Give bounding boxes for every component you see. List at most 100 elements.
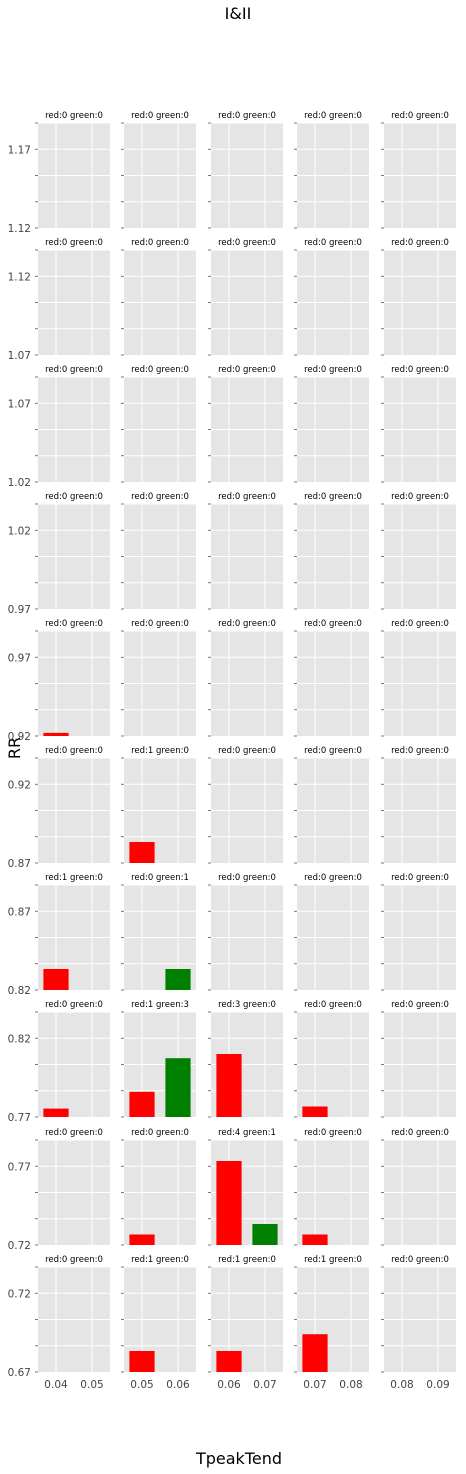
panel-r7-c1: red:1 green:3 [121,1000,196,1118]
panel-title: red:0 green:0 [45,746,103,756]
panel-title: red:0 green:0 [218,365,276,375]
panel-title: red:0 green:0 [304,238,362,248]
x-tick-label: 0.09 [426,1379,449,1391]
panel-title: red:0 green:1 [131,873,189,883]
y-tick-label: 1.12 [8,223,31,235]
x-tick-label: 0.05 [80,1379,103,1391]
panel-r6-c0: red:1 green:0 0.87 0.82 [8,873,110,997]
x-tick-label: 0.08 [339,1379,362,1391]
panel-r1-c4: red:0 green:0 [381,238,456,356]
bar-green [165,969,191,990]
panel-r9-c1: red:1 green:0 0.05 0.06 [121,1255,196,1391]
panel-title: red:1 green:0 [304,1255,362,1265]
panel-r2-c0: red:0 green:0 1.07 1.02 [8,365,110,489]
panel-r5-c3: red:0 green:0 [294,746,369,864]
panel-title: red:4 green:1 [218,1128,276,1138]
panel-r8-c2: red:4 green:1 [208,1128,283,1246]
x-tick-label: 0.04 [44,1379,68,1391]
panel-title: red:1 green:0 [131,746,189,756]
panel-r2-c1: red:0 green:0 [121,365,196,483]
panel-title: red:0 green:0 [304,1000,362,1010]
panel-r3-c2: red:0 green:0 [208,492,283,610]
panel-title: red:0 green:0 [218,746,276,756]
bar-red [43,732,69,736]
x-tick-label: 0.07 [303,1379,326,1391]
bar-red [129,1091,155,1117]
panel-title: red:0 green:0 [391,873,449,883]
bar-red [129,1234,155,1245]
x-axis-label: TpeakTend [195,1449,282,1468]
bar-red [43,969,69,990]
bar-red [216,1351,242,1372]
panel-title: red:0 green:0 [45,619,103,629]
panel-title: red:0 green:0 [304,619,362,629]
panel-r1-c2: red:0 green:0 [208,238,283,356]
panel-r5-c4: red:0 green:0 [381,746,456,864]
panel-r8-c1: red:0 green:0 [121,1128,196,1246]
panel-r6-c3: red:0 green:0 [294,873,369,991]
y-axis-label: RR [5,737,24,759]
y-tick-label: 0.72 [8,1288,31,1300]
panel-title: red:0 green:0 [45,111,103,121]
y-tick-label: 0.77 [8,1161,31,1173]
panel-r7-c0: red:0 green:0 0.82 0.77 [8,1000,110,1124]
panel-r3-c1: red:0 green:0 [121,492,196,610]
panel-r5-c2: red:0 green:0 [208,746,283,864]
panel-r8-c0: red:0 green:0 0.77 0.72 [8,1128,110,1252]
panel-r4-c4: red:0 green:0 [381,619,456,737]
panel-title: red:0 green:0 [391,365,449,375]
panel-title: red:0 green:0 [218,873,276,883]
panel-r0-c1: red:0 green:0 [121,111,196,229]
panel-title: red:0 green:0 [304,111,362,121]
panel-title: red:0 green:0 [391,111,449,121]
bar-green [165,1058,191,1117]
panel-r1-c3: red:0 green:0 [294,238,369,356]
panel-title: red:1 green:3 [131,1000,189,1010]
bar-red [129,1351,155,1372]
x-tick-label: 0.08 [390,1379,413,1391]
panel-title: red:0 green:0 [304,746,362,756]
y-tick-label: 0.77 [8,1112,31,1124]
y-tick-label: 0.87 [8,906,31,918]
y-tick-label: 0.97 [8,652,31,664]
panel-r1-c1: red:0 green:0 [121,238,196,356]
bar-red [216,1161,242,1245]
panel-r4-c2: red:0 green:0 [208,619,283,737]
panel-r7-c4: red:0 green:0 [381,1000,456,1118]
panel-title: red:0 green:0 [391,1000,449,1010]
panel-title: red:0 green:0 [45,1128,103,1138]
panel-r6-c4: red:0 green:0 [381,873,456,991]
panel-r3-c3: red:0 green:0 [294,492,369,610]
panel-title: red:0 green:0 [131,492,189,502]
panel-title: red:1 green:0 [131,1255,189,1265]
panel-title: red:0 green:0 [131,111,189,121]
panel-r9-c4: red:0 green:0 0.08 0.09 [381,1255,456,1391]
panel-title: red:0 green:0 [304,492,362,502]
panel-title: red:0 green:0 [304,365,362,375]
bar-red [302,1106,328,1117]
bar-red [302,1334,328,1372]
y-tick-label: 0.92 [8,731,31,743]
panel-title: red:1 green:0 [218,1255,276,1265]
bar-red [302,1234,328,1245]
panel-r2-c2: red:0 green:0 [208,365,283,483]
y-tick-label: 0.97 [8,604,31,616]
x-tick-label: 0.06 [166,1379,190,1391]
figure-suptitle: I&II [225,4,252,23]
panel-title: red:0 green:0 [304,1128,362,1138]
bar-red [129,842,155,863]
panel-title: red:0 green:0 [131,365,189,375]
y-tick-label: 1.17 [8,144,31,156]
panel-r7-c3: red:0 green:0 [294,1000,369,1118]
panel-r5-c1: red:1 green:0 [121,746,196,864]
panel-title: red:0 green:0 [391,746,449,756]
panel-title: red:1 green:0 [45,873,103,883]
panel-r6-c2: red:0 green:0 [208,873,283,991]
y-tick-label: 0.82 [8,985,31,997]
y-tick-label: 0.87 [8,858,31,870]
x-tick-label: 0.05 [130,1379,153,1391]
panel-r0-c2: red:0 green:0 [208,111,283,229]
panel-title: red:0 green:0 [131,1128,189,1138]
panel-title: red:0 green:0 [391,492,449,502]
